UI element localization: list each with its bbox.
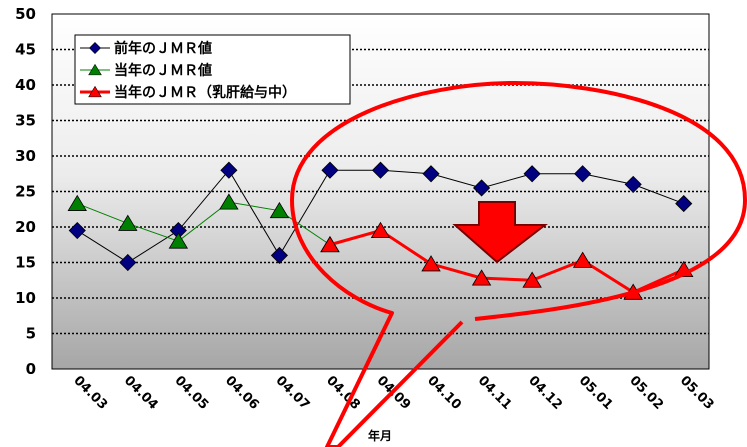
data-point-diamond xyxy=(675,195,693,213)
x-tick-label: 04.12 xyxy=(525,373,565,413)
series-1 xyxy=(68,161,693,272)
y-tick-label: 50 xyxy=(15,5,36,23)
y-axis-ticks: 0 5 10 15 20 25 30 35 40 45 50 xyxy=(15,5,36,378)
data-point-triangle xyxy=(118,214,138,231)
y-tick-label: 15 xyxy=(15,254,36,272)
data-point-triangle xyxy=(269,201,290,219)
legend-marker xyxy=(88,85,102,98)
data-point-triangle xyxy=(370,221,391,238)
data-point-triangle xyxy=(67,194,87,211)
data-point-triangle xyxy=(168,232,189,249)
x-tick-label: 04.11 xyxy=(475,373,515,413)
callout-ellipse-annotation xyxy=(290,81,747,447)
legend-entry-label: 当年のＪＭＲ（乳肝給与中） xyxy=(114,84,296,101)
data-point-diamond xyxy=(321,161,339,179)
data-point-diamond xyxy=(473,179,491,197)
y-tick-label: 5 xyxy=(26,325,36,343)
y-tick-label: 40 xyxy=(15,76,36,94)
data-point-triangle xyxy=(320,235,340,253)
x-tick-label: 05.03 xyxy=(677,373,717,413)
data-point-diamond xyxy=(220,161,238,179)
data-point-diamond xyxy=(68,221,86,240)
data-point-triangle xyxy=(471,269,492,286)
data-point-diamond xyxy=(371,161,390,179)
data-point-triangle xyxy=(219,193,239,210)
x-tick-label: 05.01 xyxy=(576,373,616,413)
x-tick-label: 04.08 xyxy=(323,373,363,413)
x-axis-label: 年月 xyxy=(368,428,392,443)
data-point-diamond xyxy=(422,165,440,183)
series-group xyxy=(67,161,694,300)
legend-entry-label: 前年のＪＭＲ値 xyxy=(114,40,212,57)
y-tick-label: 30 xyxy=(15,147,36,165)
data-point-diamond xyxy=(119,253,137,272)
y-tick-label: 0 xyxy=(26,360,36,378)
y-tick-label: 45 xyxy=(15,41,36,59)
legend-entry-label: 当年のＪＭＲ値 xyxy=(114,62,212,79)
x-tick-label: 04.04 xyxy=(121,373,161,413)
y-tick-label: 25 xyxy=(15,183,36,201)
data-point-diamond xyxy=(574,165,592,183)
data-point-triangle xyxy=(421,255,441,272)
data-point-diamond xyxy=(270,246,288,264)
data-point-triangle xyxy=(572,251,593,268)
y-tick-label: 35 xyxy=(15,112,36,130)
legend-marker xyxy=(89,42,101,54)
series-3 xyxy=(320,221,694,300)
x-tick-label: 04.05 xyxy=(172,373,212,413)
x-tick-label: 04.03 xyxy=(70,373,110,413)
data-point-triangle xyxy=(522,271,542,288)
down-arrow-annotation xyxy=(452,201,548,264)
x-tick-label: 04.06 xyxy=(222,373,262,413)
y-tick-label: 10 xyxy=(15,289,36,307)
x-tick-label: 04.10 xyxy=(424,373,464,413)
y-tick-label: 20 xyxy=(15,218,36,236)
data-point-diamond xyxy=(523,165,541,183)
data-point-diamond xyxy=(624,175,642,193)
legend-marker xyxy=(88,63,102,76)
legend-box xyxy=(74,34,351,105)
x-tick-label: 05.02 xyxy=(626,373,666,413)
x-tick-label: 04.07 xyxy=(273,373,313,413)
